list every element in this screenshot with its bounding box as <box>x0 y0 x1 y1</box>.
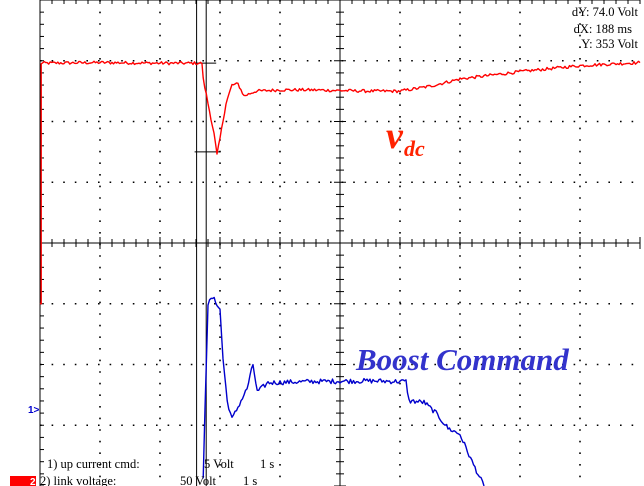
vdc-subscript: dc <box>404 136 425 161</box>
vdc-label: v <box>386 115 404 157</box>
grid <box>39 0 641 486</box>
readout-dx: dX: 188 ms <box>574 22 632 36</box>
channel-1-scale: 5 Volt <box>204 457 234 471</box>
boost-command-label: Boost Command <box>355 342 569 377</box>
channel-2-marker: 2 <box>30 477 36 486</box>
channel-1-time: 1 s <box>260 457 274 471</box>
channel-1-label: 1) up current cmd: <box>47 457 140 471</box>
measurement-readout: dY: 74.0 Volt dX: 188 ms Y: 353 Volt <box>572 5 639 51</box>
channel-markers: 1> 2 <box>10 405 40 486</box>
traces <box>39 60 641 486</box>
channel-1-marker: 1> <box>28 405 40 416</box>
readout-dy: dY: 74.0 Volt <box>572 5 639 19</box>
trace-up-current-cmd <box>202 296 485 486</box>
channel-info: 1) up current cmd: 5 Volt 1 s 2) link vo… <box>40 457 274 486</box>
channel-2-scale: 50 Volt <box>180 474 217 486</box>
vdc-annotation: v dc <box>386 115 425 161</box>
trace-link-voltage <box>39 60 641 305</box>
channel-2-marker-box <box>10 476 36 486</box>
readout-y: Y: 353 Volt <box>581 37 638 51</box>
channel-2-label: 2) link voltage: <box>40 474 116 486</box>
channel-2-time: 1 s <box>243 474 257 486</box>
